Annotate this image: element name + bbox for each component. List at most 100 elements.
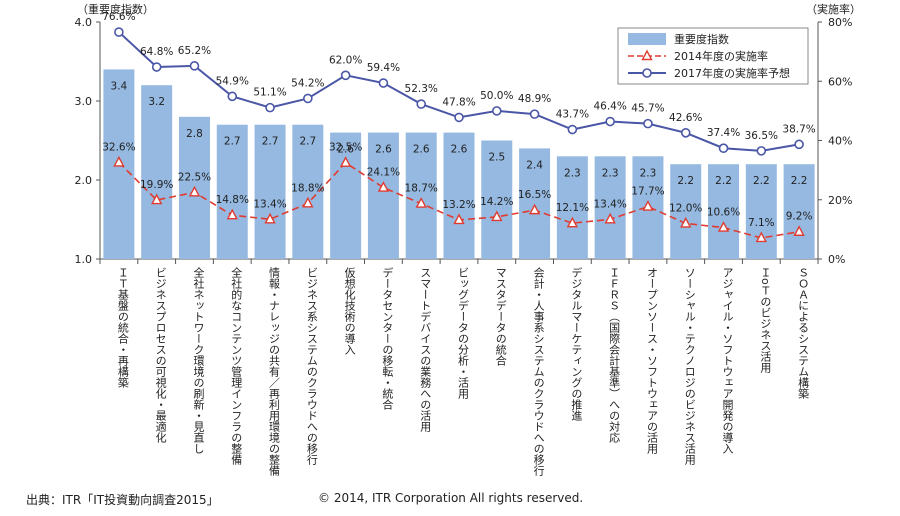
bar-value-label: 2.7 — [262, 136, 279, 148]
left-tick-label: 1.0 — [75, 253, 93, 266]
category-label: 全社的なコンテンツ管理インフラの整備 — [230, 266, 243, 466]
point-label-2014: 12.0% — [669, 202, 702, 214]
category-label: デジタルマーケティングの推進 — [570, 266, 583, 421]
point-label-2017: 54.2% — [291, 77, 324, 89]
point-label-2014: 13.4% — [593, 198, 626, 210]
point-2017 — [756, 146, 767, 156]
point-label-2017: 38.7% — [782, 123, 815, 135]
point-2017 — [454, 112, 464, 123]
category-label: 全社ネットワーク環境の刷新・見直し — [192, 266, 205, 454]
left-tick-label: 2.0 — [75, 174, 93, 187]
point-2017 — [378, 78, 389, 88]
bar-value-label: 2.3 — [564, 167, 581, 179]
point-2014 — [226, 208, 238, 220]
point-2017 — [718, 143, 729, 154]
bar — [594, 156, 626, 259]
left-tick-label: 3.0 — [75, 95, 93, 108]
point-label-2017: 37.4% — [707, 127, 740, 139]
point-2017 — [151, 62, 162, 72]
bar-value-label: 2.7 — [299, 136, 316, 148]
point-label-2014: 16.5% — [518, 189, 551, 201]
point-label-2014: 19.9% — [140, 179, 173, 191]
point-2014 — [604, 212, 616, 224]
point-label-2014: 12.1% — [556, 202, 589, 214]
point-2014 — [491, 210, 503, 222]
point-label-2014: 14.2% — [480, 196, 513, 208]
point-2017 — [114, 27, 124, 37]
point-2014 — [113, 155, 125, 167]
category-label: 会計・人事系システムのクラウドへの移行 — [532, 267, 545, 477]
bar-value-label: 3.2 — [148, 96, 165, 108]
source-note: 出典：ITR「IT投資動向調査2015」 — [26, 493, 219, 507]
category-labels: ＩＴ基盤の統合・再構築 ビジネスプロセスの可視化・最適化 全社ネットワーク環境の刷新… — [116, 266, 809, 477]
point-2014 — [566, 216, 579, 228]
legend: 重要度指数 2014年度の実施率 2017年度の実施率予想 — [617, 27, 809, 85]
category-label: マスタデータの統合 — [494, 267, 507, 366]
category-label: ビジネス系システムのクラウドへの移行 — [305, 267, 318, 466]
category-label: ビッグデータの分析・活用 — [457, 267, 470, 400]
line-series — [113, 27, 805, 243]
bar-value-label: 2.3 — [640, 167, 657, 179]
bar — [708, 164, 740, 259]
category-label: ＳＯＡによるシステム構築 — [797, 267, 810, 399]
bar — [254, 124, 286, 259]
point-label-2017: 43.7% — [556, 109, 589, 121]
bar-value-label: 2.4 — [526, 159, 543, 171]
point-2017 — [416, 99, 427, 109]
point-label-2017: 76.6% — [102, 11, 135, 23]
category-label: 情報・ナレッジの共有／再利用環境の整備 — [268, 267, 281, 477]
left-tick-label: 4.0 — [75, 16, 93, 29]
point-label-2017: 45.7% — [631, 103, 664, 115]
category-label: 仮想化技術の導入 — [343, 267, 356, 355]
category-label: ソーシャル・テクノロジのビジネス活用 — [683, 267, 696, 466]
point-2014 — [415, 197, 427, 208]
bar — [216, 124, 248, 259]
point-2017 — [605, 116, 615, 127]
category-label: ビジネスプロセスの可視化・最適化 — [154, 267, 167, 444]
point-label-2014: 17.7% — [631, 186, 664, 198]
point-2017 — [529, 109, 540, 119]
point-2017 — [680, 127, 691, 138]
point-label-2017: 36.5% — [745, 130, 778, 142]
bar — [745, 164, 777, 259]
point-2017 — [491, 106, 502, 116]
bar-value-label: 2.2 — [715, 175, 732, 187]
point-label-2014: 22.5% — [178, 171, 211, 183]
point-label-2017: 64.8% — [140, 46, 173, 58]
point-2017 — [643, 118, 653, 129]
bar-value-label: 2.6 — [451, 144, 468, 156]
point-label-2017: 46.4% — [593, 101, 626, 113]
bar — [330, 132, 362, 259]
legend-2017-marker — [642, 68, 652, 78]
right-tick-label: 20% — [828, 194, 852, 207]
point-2014 — [377, 181, 390, 192]
point-2014 — [151, 193, 163, 205]
legend-2017-label: 2017年度の実施率予想 — [674, 66, 790, 80]
point-label-2017: 54.9% — [216, 75, 249, 87]
point-label-2017: 51.1% — [253, 87, 286, 99]
point-label-2014: 24.1% — [367, 167, 400, 179]
bar — [292, 124, 324, 259]
point-label-2014: 14.8% — [216, 194, 249, 206]
bar — [405, 132, 437, 259]
right-axis-title: （実施率） — [806, 2, 861, 16]
point-2014 — [264, 212, 276, 224]
legend-2014-marker — [641, 49, 653, 61]
point-label-2017: 47.8% — [442, 96, 475, 108]
point-2017 — [794, 139, 804, 150]
category-label: オープンソース・ソフトウェアの活用 — [645, 267, 658, 455]
point-label-2017: 52.3% — [405, 83, 438, 95]
point-2014 — [453, 213, 465, 225]
legend-bar-swatch — [628, 33, 666, 45]
bar-value-label: 2.8 — [186, 128, 203, 140]
bar-value-label: 2.6 — [413, 144, 430, 156]
point-2017 — [567, 124, 578, 135]
point-2017 — [265, 102, 275, 113]
right-tick-label: 60% — [828, 75, 852, 88]
point-2014 — [188, 185, 201, 197]
point-label-2017: 65.2% — [178, 45, 211, 57]
bar-value-label: 2.5 — [488, 152, 505, 164]
bar — [141, 85, 173, 259]
chart: （重要度指数） （実施率） 1.0 2.0 3.0 4.0 0% 20% 40% 60% 80% 3… — [75, 2, 862, 477]
category-label: ＩoＴのビジネス活用 — [759, 267, 772, 373]
